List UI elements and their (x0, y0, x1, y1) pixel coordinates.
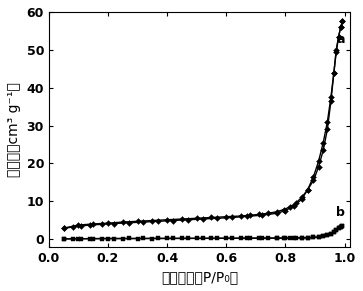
X-axis label: 相对压力（P/P₀）: 相对压力（P/P₀） (161, 270, 238, 284)
Text: a: a (336, 33, 345, 46)
Y-axis label: 吸附量（cm³ g⁻¹）: 吸附量（cm³ g⁻¹） (7, 82, 21, 177)
Text: b: b (336, 206, 345, 219)
